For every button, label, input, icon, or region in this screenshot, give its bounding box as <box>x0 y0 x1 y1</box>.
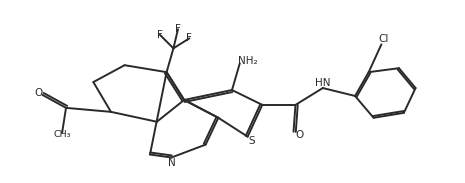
Text: F: F <box>186 33 192 43</box>
Text: CH₃: CH₃ <box>53 130 71 139</box>
Text: Cl: Cl <box>379 34 389 44</box>
Text: F: F <box>157 30 163 40</box>
Text: NH₂: NH₂ <box>238 56 258 66</box>
Text: S: S <box>249 136 255 146</box>
Text: HN: HN <box>315 78 331 88</box>
Text: O: O <box>296 130 304 140</box>
Text: F: F <box>175 24 181 34</box>
Text: N: N <box>167 158 175 168</box>
Text: O: O <box>34 88 42 98</box>
